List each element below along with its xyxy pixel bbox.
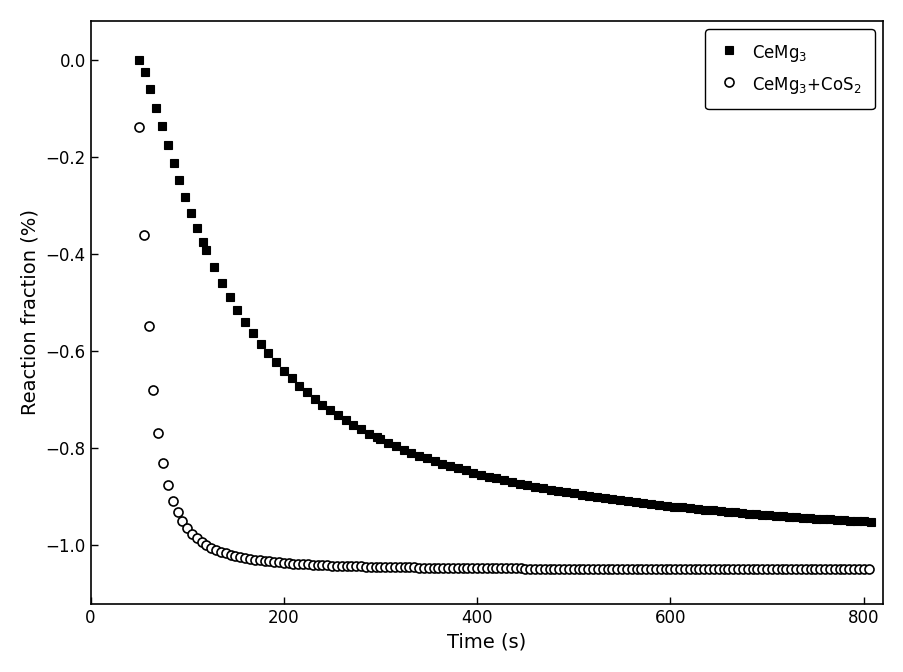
CeMg$_3$+CoS$_2$ (134, 122, 144, 130)
CeMg$_3$+CoS$_2$ (607, 565, 618, 573)
X-axis label: Time (s): Time (s) (447, 632, 526, 651)
CeMg$_3$+CoS$_2$ (317, 561, 328, 569)
Line: CeMg$_3$: CeMg$_3$ (135, 56, 873, 526)
CeMg$_3$ (134, 56, 144, 64)
Legend: CeMg$_3$, CeMg$_3$+CoS$_2$: CeMg$_3$, CeMg$_3$+CoS$_2$ (704, 29, 874, 109)
CeMg$_3$ (864, 517, 875, 526)
CeMg$_3$ (460, 466, 470, 474)
CeMg$_3$ (255, 340, 265, 348)
CeMg$_3$+CoS$_2$ (862, 565, 873, 573)
CeMg$_3$ (278, 367, 289, 375)
CeMg$_3$+CoS$_2$ (385, 563, 396, 571)
CeMg$_3$+CoS$_2$ (621, 565, 632, 573)
CeMg$_3$+CoS$_2$ (245, 555, 256, 563)
Y-axis label: Reaction fraction (%): Reaction fraction (%) (21, 209, 40, 415)
CeMg$_3$ (769, 511, 780, 519)
CeMg$_3$+CoS$_2$ (157, 460, 168, 468)
Line: CeMg$_3$+CoS$_2$: CeMg$_3$+CoS$_2$ (135, 122, 872, 574)
CeMg$_3$ (714, 507, 725, 515)
CeMg$_3$ (653, 501, 664, 509)
